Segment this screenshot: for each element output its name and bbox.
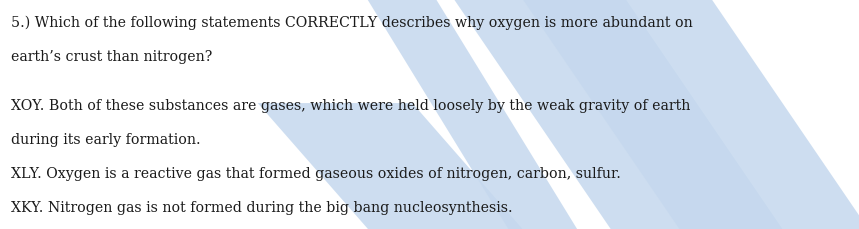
Text: XLY. Oxygen is a reactive gas that formed gaseous oxides of nitrogen, carbon, su: XLY. Oxygen is a reactive gas that forme… [11,167,621,181]
Polygon shape [258,103,533,229]
Text: during its early formation.: during its early formation. [11,133,201,147]
Text: XKY. Nitrogen gas is not formed during the big bang nucleosynthesis.: XKY. Nitrogen gas is not formed during t… [11,201,513,215]
Polygon shape [515,0,859,229]
Text: 5.) Which of the following statements CORRECTLY describes why oxygen is more abu: 5.) Which of the following statements CO… [11,16,693,30]
Text: XOY. Both of these substances are gases, which were held loosely by the weak gra: XOY. Both of these substances are gases,… [11,99,691,113]
Polygon shape [447,0,790,229]
Text: earth’s crust than nitrogen?: earth’s crust than nitrogen? [11,50,212,64]
Polygon shape [361,0,584,229]
